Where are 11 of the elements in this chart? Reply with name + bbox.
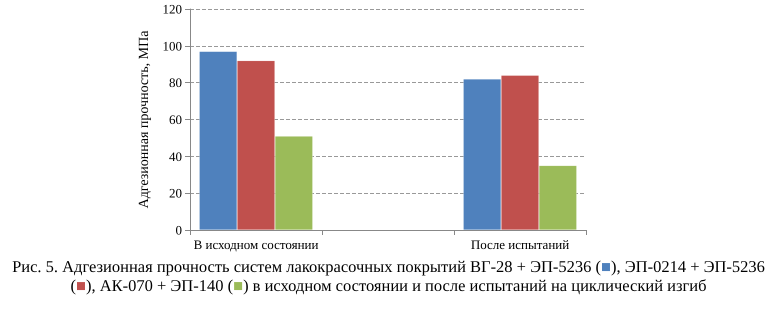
x-tick-label: В исходном состоянии [194, 237, 318, 252]
y-tick-label: 20 [169, 186, 182, 201]
y-axis-title: Адгезионная прочность, МПа [137, 30, 152, 208]
y-tick-label: 0 [176, 222, 182, 238]
y-tick-label: 60 [169, 112, 182, 127]
chart-title: Рис. 5. Адгезионная прочность систем лакокрасочных покрытий ВГ-28 + ЭП-5236 (■), ЭП-0214 + ЭП-5236 (■), АК-070 + ЭП-140 (■) в исходном состоянии и после испытаний на циклический изгиб [12, 257, 765, 295]
y-tick-label: 40 [169, 148, 182, 164]
x-tick-label: После испытаний [470, 237, 570, 252]
y-tick-label: 80 [169, 75, 182, 90]
y-tick-label: 100 [162, 38, 182, 54]
y-tick-label: 120 [162, 2, 182, 16]
